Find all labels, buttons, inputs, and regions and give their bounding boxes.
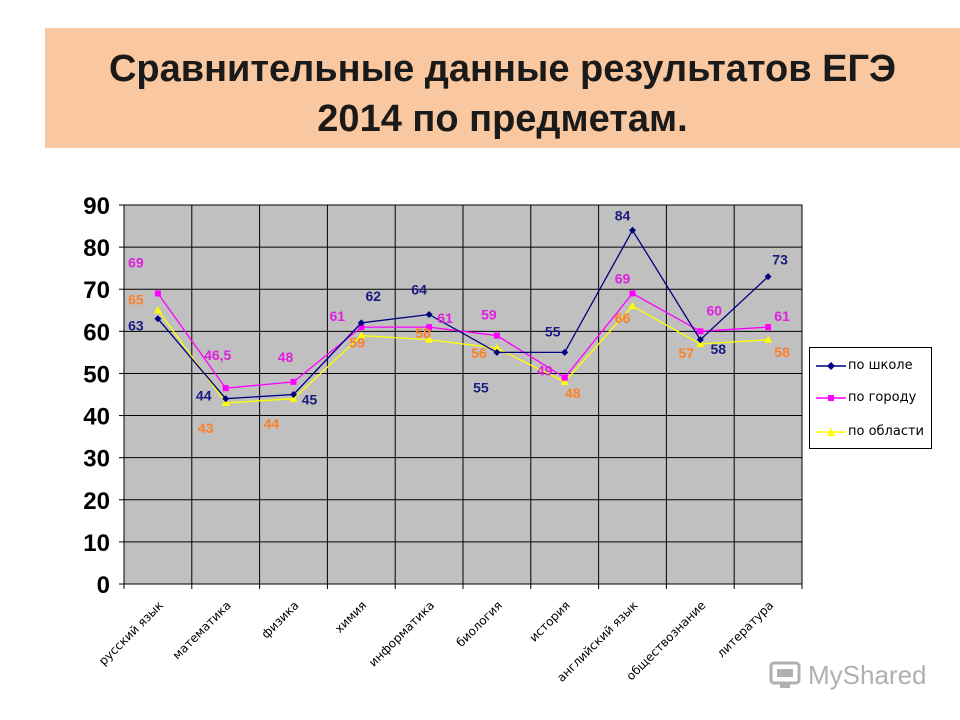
data-point (629, 226, 636, 234)
data-point (153, 306, 162, 314)
y-tick-label: 20 (83, 488, 110, 515)
data-point (764, 335, 773, 343)
data-point (696, 336, 704, 344)
data-point (290, 378, 297, 385)
data-label: 44 (196, 388, 212, 404)
x-tick-label: информатика (366, 598, 437, 669)
data-point (697, 328, 704, 335)
data-label: 44 (264, 416, 280, 432)
y-tick-label: 50 (83, 361, 110, 388)
data-label: 65 (128, 291, 144, 307)
data-label: 48 (278, 349, 294, 365)
data-point (764, 273, 772, 281)
data-point (765, 324, 772, 331)
data-point (493, 348, 501, 356)
data-label: 84 (615, 207, 631, 223)
title-banner: Сравнительные данные результатов ЕГЭ 201… (45, 28, 960, 148)
data-label: 61 (774, 308, 790, 324)
data-point (492, 344, 501, 352)
data-label: 62 (366, 288, 382, 304)
data-label: 49 (537, 363, 553, 379)
data-point (357, 331, 366, 339)
data-point (154, 315, 162, 323)
x-tick-label: химия (332, 598, 369, 635)
x-tick-label: история (527, 598, 573, 644)
y-tick-label: 70 (83, 277, 110, 304)
x-tick-label: литература (714, 598, 776, 660)
data-label: 73 (772, 252, 788, 268)
data-point (628, 302, 637, 310)
data-label: 55 (545, 323, 561, 339)
data-label: 57 (679, 345, 695, 361)
x-tick-label: математика (170, 598, 234, 662)
data-label: 69 (615, 270, 631, 286)
series-line-2 (157, 305, 769, 404)
x-tick-label: биология (453, 598, 505, 650)
legend-marker-city (816, 395, 846, 401)
legend-marker-region (816, 427, 846, 436)
legend-label-region: по области (848, 424, 925, 439)
y-tick-label: 0 (97, 572, 110, 599)
data-point (289, 394, 298, 402)
data-point (222, 395, 230, 403)
data-point (561, 348, 569, 356)
watermark-text: MyShared (808, 660, 927, 690)
data-point (425, 335, 434, 343)
y-tick-label: 80 (83, 235, 110, 262)
data-point (561, 374, 568, 381)
data-point (357, 319, 365, 327)
y-tick-label: 40 (83, 404, 110, 431)
title-line-2: 2014 по предметам. (317, 98, 688, 140)
series-line-1 (157, 292, 769, 389)
data-label: 58 (415, 325, 431, 341)
legend-item-city: по городу (810, 388, 931, 408)
data-point (154, 290, 161, 297)
y-tick-label: 30 (83, 446, 110, 473)
y-tick-label: 60 (83, 319, 110, 346)
data-label: 48 (565, 385, 581, 401)
data-label: 58 (711, 341, 727, 357)
data-label: 61 (330, 308, 346, 324)
monitor-icon (769, 661, 801, 688)
data-point (696, 339, 705, 347)
data-label: 58 (774, 344, 790, 360)
data-label: 69 (128, 254, 144, 270)
data-label: 59 (350, 335, 366, 351)
legend-marker-school (816, 362, 846, 370)
data-point (222, 385, 229, 392)
data-label: 43 (198, 420, 214, 436)
data-point (560, 377, 569, 385)
series-line-0 (157, 228, 769, 400)
data-label: 63 (128, 318, 144, 334)
chart-legend: по школе по городу по области (809, 347, 932, 449)
data-label: 64 (411, 281, 427, 297)
x-tick-label: физика (259, 598, 302, 641)
y-tick-label: 90 (83, 193, 110, 220)
data-point (358, 324, 365, 331)
data-point (426, 324, 433, 331)
data-point (221, 398, 230, 406)
chart-title: Сравнительные данные результатов ЕГЭ 201… (45, 44, 960, 144)
data-point (290, 391, 297, 398)
legend-label-school: по школе (848, 358, 913, 373)
x-tick-label: русский язык (96, 598, 166, 668)
data-label: 60 (707, 302, 723, 318)
data-point (425, 310, 433, 318)
y-tick-label: 10 (83, 530, 110, 557)
legend-item-region: по области (810, 422, 931, 442)
data-point (493, 332, 500, 339)
data-point (629, 290, 636, 297)
data-label: 55 (473, 379, 489, 395)
legend-item-school: по школе (810, 356, 931, 376)
data-label: 61 (437, 310, 453, 326)
data-label: 56 (471, 345, 487, 361)
watermark-logo: MyShared (768, 656, 938, 696)
title-line-1: Сравнительные данные результатов ЕГЭ (108, 48, 897, 90)
data-label: 66 (615, 310, 631, 326)
data-label: 59 (481, 307, 497, 323)
data-label: 45 (302, 392, 318, 408)
legend-label-city: по городу (848, 390, 917, 405)
data-label: 46,5 (204, 347, 231, 363)
